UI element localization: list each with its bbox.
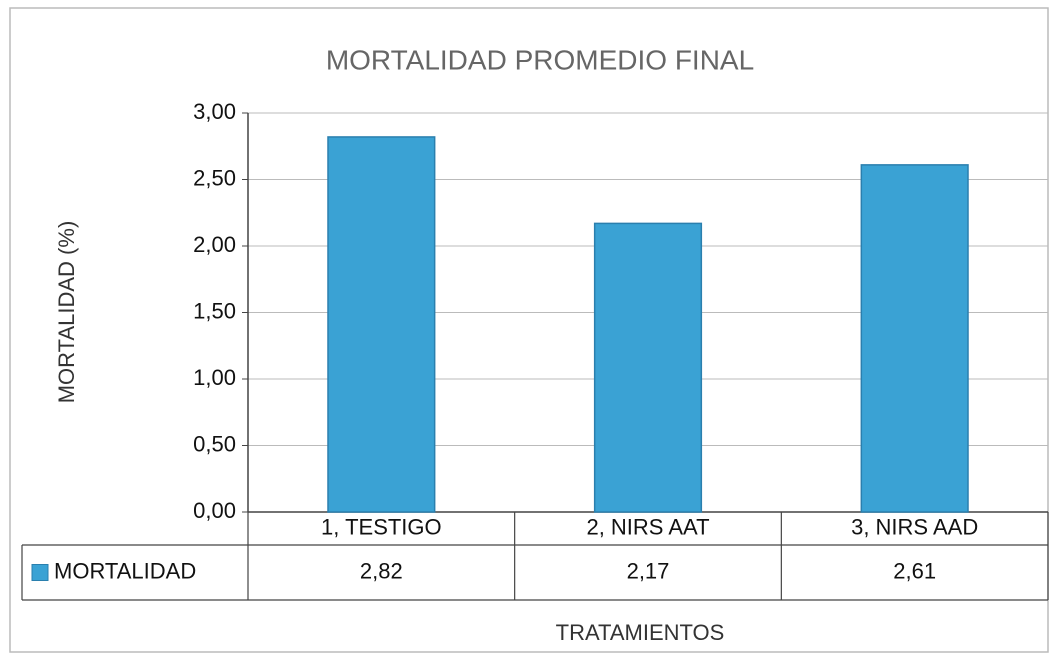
bar [593, 222, 703, 513]
y-tick-label: 1,50 [193, 298, 236, 323]
x-tick-label: 2, NIRS AAT [586, 514, 709, 539]
data-table-value: 2,82 [360, 558, 403, 583]
y-tick-label: 0,50 [193, 431, 236, 456]
legend-label: MORTALIDAD [54, 558, 196, 583]
bar [860, 164, 969, 513]
y-tick-label: 2,50 [193, 165, 236, 190]
legend-swatch [31, 564, 49, 581]
y-tick-label: 0,00 [193, 498, 236, 523]
y-tick-label: 2,00 [193, 232, 236, 257]
bar [327, 136, 436, 513]
data-table-value: 2,61 [893, 558, 936, 583]
y-axis-label: MORTALIDAD (%) [54, 221, 79, 404]
x-tick-label: 1, TESTIGO [321, 514, 442, 539]
y-tick-label: 3,00 [193, 99, 236, 124]
chart-title: MORTALIDAD PROMEDIO FINAL [326, 44, 754, 75]
x-axis-label: TRATAMIENTOS [556, 620, 725, 645]
data-table-value: 2,17 [627, 558, 670, 583]
x-tick-label: 3, NIRS AAD [851, 514, 978, 539]
y-tick-label: 1,00 [193, 365, 236, 390]
